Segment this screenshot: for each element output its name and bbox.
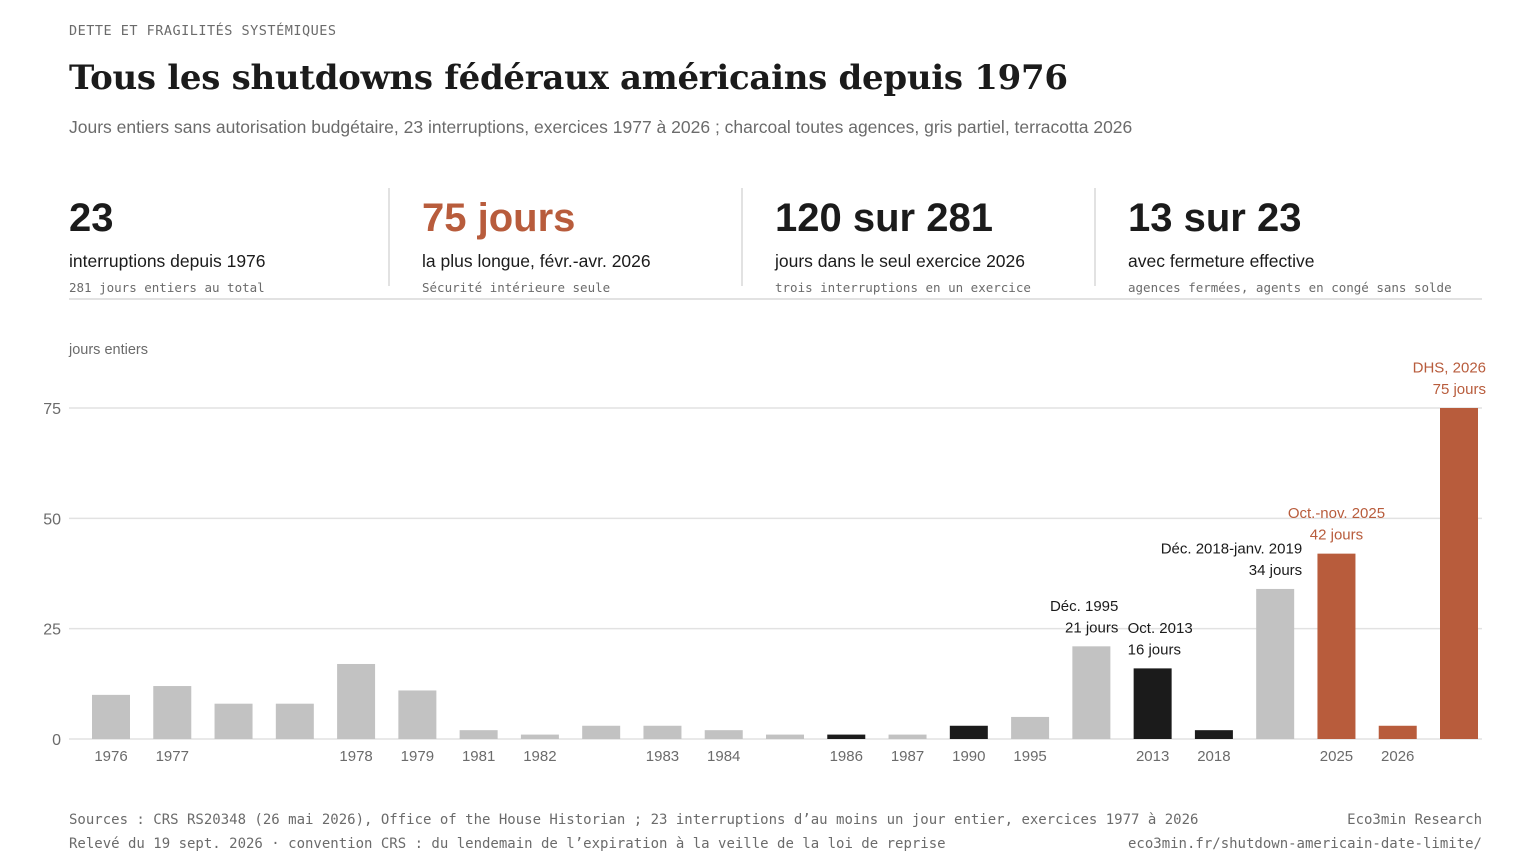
kpi-strip: 23 interruptions depuis 1976 281 jours e… <box>69 188 1482 300</box>
bar <box>214 703 253 739</box>
x-tick-label: 1990 <box>952 748 985 765</box>
footer-publisher: Eco3min Research <box>1347 812 1482 828</box>
data-annotation: 34 jours <box>1249 562 1302 579</box>
bar <box>398 690 437 739</box>
data-annotation: Oct. 2013 <box>1128 620 1193 637</box>
page-title: Tous les shutdowns fédéraux américains d… <box>69 58 1068 98</box>
bar <box>704 730 743 739</box>
kpi-divider <box>741 188 743 286</box>
x-tick-label: 1983 <box>646 748 679 765</box>
x-tick-label: 2018 <box>1197 748 1230 765</box>
kpi-label: avec fermeture effective <box>1128 251 1315 271</box>
y-axis-label: jours entiers <box>69 342 148 358</box>
x-tick-label: 1982 <box>523 748 556 765</box>
kpi-effective-closures: 13 sur 23 avec fermeture effective agenc… <box>1094 188 1482 295</box>
kpi-value: 23 <box>69 196 114 240</box>
footer-url: eco3min.fr/shutdown-americain-date-limit… <box>1127 836 1482 852</box>
x-tick-label: 1986 <box>830 748 863 765</box>
bar <box>643 725 682 739</box>
x-tick-label: 1984 <box>707 748 740 765</box>
kpi-fy2026: 120 sur 281 jours dans le seul exercice … <box>741 188 1095 295</box>
bar-chart: 0 25 50 75 1976 1977 1978 1979 1981 1982 1983 1984 1… <box>43 360 1486 766</box>
kpi-note: agences fermées, agents en congé sans so… <box>1128 280 1452 295</box>
kicker: DETTE ET FRAGILITÉS SYSTÉMIQUES <box>69 23 337 39</box>
x-tick-label: 2025 <box>1320 748 1353 765</box>
kpi-label: interruptions depuis 1976 <box>69 251 266 271</box>
footer-date: Relevé du 19 sept. 2026 · convention CRS… <box>69 836 946 852</box>
x-tick-label: 2026 <box>1381 748 1414 765</box>
kpi-value: 13 sur 23 <box>1128 196 1302 240</box>
kpi-note: 281 jours entiers au total <box>69 280 265 295</box>
kpi-longest: 75 jours la plus longue, févr.-avr. 2026… <box>388 188 742 295</box>
bar <box>582 725 621 739</box>
bar <box>337 663 376 739</box>
data-annotation: DHS, 2026 <box>1413 360 1486 377</box>
y-tick-label: 50 <box>43 511 61 528</box>
data-annotation: 42 jours <box>1310 527 1363 544</box>
bar <box>520 734 559 739</box>
kpi-total-interruptions: 23 interruptions depuis 1976 281 jours e… <box>69 188 389 295</box>
footer-sources: Sources : CRS RS20348 (26 mai 2026), Off… <box>69 812 1199 828</box>
kpi-label: jours dans le seul exercice 2026 <box>775 251 1026 271</box>
y-tick-label: 0 <box>52 732 61 749</box>
bar <box>1256 588 1295 739</box>
kpi-note: trois interruptions en un exercice <box>775 280 1031 295</box>
y-tick-label: 75 <box>43 401 61 418</box>
data-annotation: Oct.-nov. 2025 <box>1288 505 1385 522</box>
data-annotation: 21 jours <box>1065 619 1118 636</box>
kpi-divider <box>388 188 390 286</box>
x-tick-label: 1976 <box>94 748 127 765</box>
bar <box>766 734 804 739</box>
page-subtitle: Jours entiers sans autorisation budgétai… <box>69 117 1133 137</box>
x-tick-label: 1977 <box>156 748 189 765</box>
data-annotation: 75 jours <box>1433 381 1486 398</box>
bar <box>827 734 866 739</box>
x-tick-label: 1978 <box>339 748 372 765</box>
bar <box>1194 730 1233 739</box>
bar <box>888 734 927 739</box>
x-tick-label: 1995 <box>1013 748 1046 765</box>
bar <box>153 686 192 739</box>
kpi-note: Sécurité intérieure seule <box>422 280 611 295</box>
bar <box>1011 716 1050 739</box>
bar <box>92 694 130 739</box>
data-annotation: 16 jours <box>1128 641 1181 658</box>
kpi-value: 120 sur 281 <box>775 196 993 240</box>
x-tick-label: 1979 <box>401 748 434 765</box>
y-tick-label: 25 <box>43 622 61 639</box>
data-annotation: Déc. 2018-janv. 2019 <box>1161 540 1302 557</box>
bar <box>1317 553 1356 739</box>
bar <box>1378 725 1417 739</box>
x-tick-label: 2013 <box>1136 748 1169 765</box>
kpi-label: la plus longue, févr.-avr. 2026 <box>422 251 651 271</box>
bar <box>1440 408 1478 739</box>
x-tick-label: 1987 <box>891 748 924 765</box>
bar <box>1072 646 1111 739</box>
x-tick-label: 1981 <box>462 748 495 765</box>
bar <box>275 703 314 739</box>
bar <box>459 730 498 739</box>
kpi-value: 75 jours <box>422 196 576 240</box>
bar <box>1133 668 1172 739</box>
bar <box>949 725 988 739</box>
data-annotation: Déc. 1995 <box>1050 598 1118 615</box>
kpi-divider <box>1094 188 1096 286</box>
